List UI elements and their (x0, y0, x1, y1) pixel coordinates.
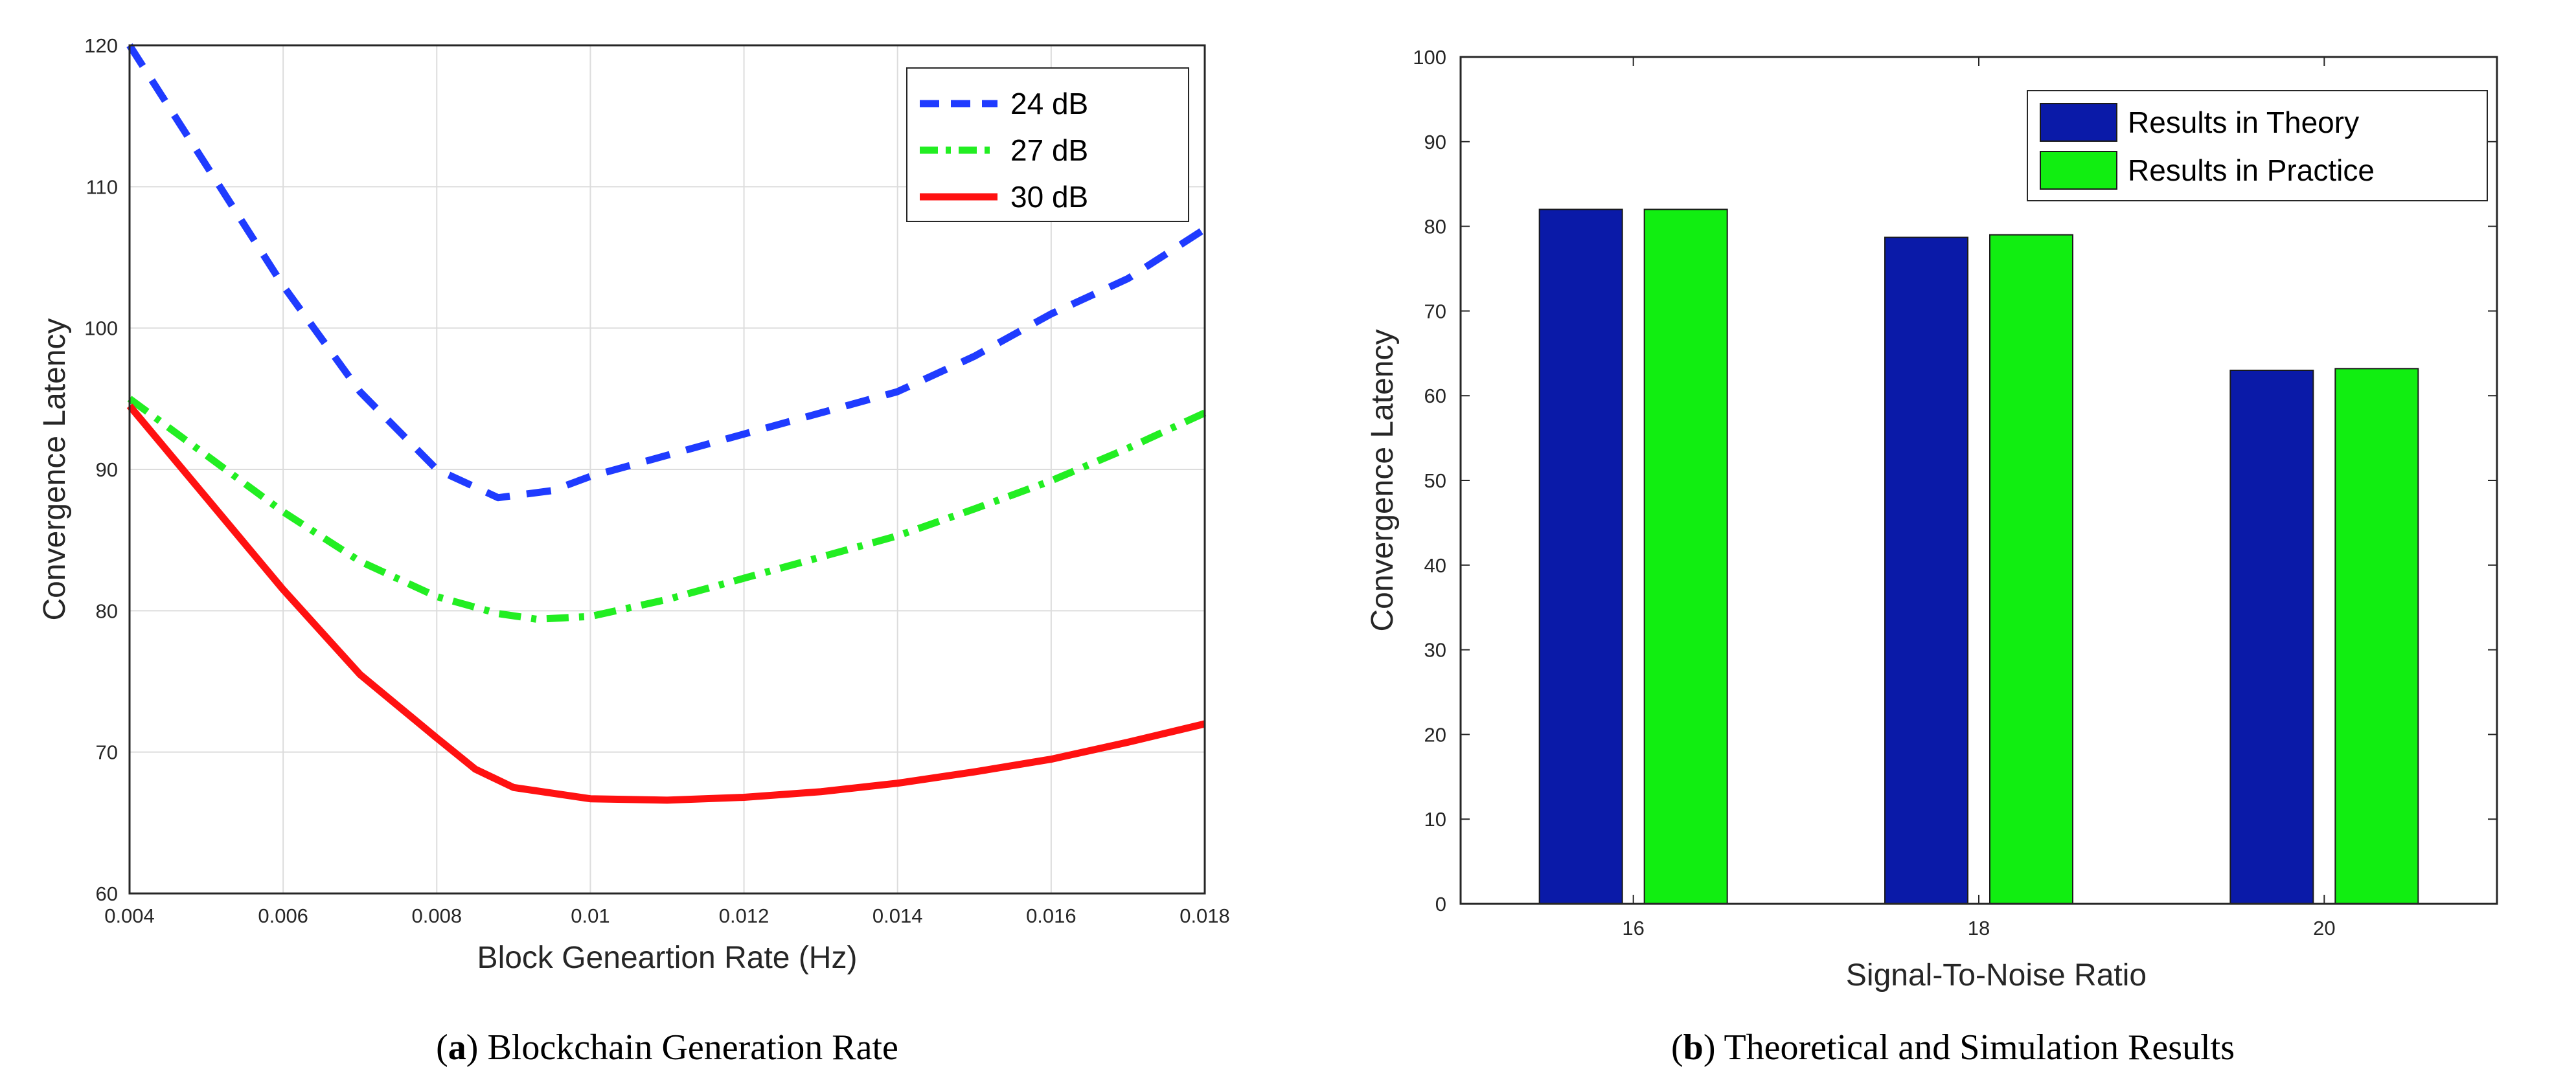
line-chart-legend: 24 dB 27 dB 30 dB (906, 67, 1189, 222)
bar-chart-legend-entries: Results in Theory Results in Practice (2040, 103, 2375, 190)
y-tick-label: 20 (1424, 723, 1446, 746)
line-chart-series-group (126, 43, 1207, 804)
x-tick-label: 20 (2313, 917, 2335, 939)
bar-chart-x-ticks: 16 18 20 (1622, 57, 2336, 939)
caption-b: (b) Theoretical and Simulation Results (1671, 1027, 2235, 1068)
y-tick-label: 0 (1435, 893, 1446, 915)
y-tick-label: 50 (1424, 469, 1446, 492)
line-chart-axes-box (128, 44, 1206, 895)
line-chart-panel: 0.004 0.006 0.008 0.01 0.012 0.014 0.016 0.018 … (38, 34, 1230, 975)
x-tick-label: 0.008 (411, 904, 462, 927)
bar-chart-panel: 16 18 20 0 10 20 30 40 50 60 70 80 90 100 Signal-To-… (1365, 46, 2498, 993)
caption-b-text: Theoretical and Simulation Results (1715, 1027, 2235, 1068)
x-tick-label: 0.012 (719, 904, 769, 927)
caption-a-letter: a (448, 1027, 466, 1068)
bar-theory (2229, 369, 2314, 904)
line-series-1 (126, 43, 1207, 502)
legend-label: 27 dB (1010, 133, 1088, 167)
y-tick-label: 70 (96, 741, 118, 764)
y-tick-label: 10 (1424, 808, 1446, 831)
y-tick-label: 110 (86, 175, 118, 198)
legend-label: 30 dB (1010, 180, 1088, 214)
bar-theory (1884, 236, 1968, 904)
x-tick-label: 0.004 (104, 904, 155, 927)
line-chart-x-axis-label: Block Genearti​on Rate (Hz) (477, 941, 858, 975)
y-tick-label: 80 (1424, 216, 1446, 238)
y-tick-label: 120 (84, 34, 118, 57)
x-tick-label: 0.018 (1180, 904, 1230, 927)
y-tick-label: 80 (96, 600, 118, 622)
y-tick-label: 60 (1424, 385, 1446, 407)
x-tick-label: 0.016 (1026, 904, 1077, 927)
line-series-3 (126, 403, 1206, 804)
legend-color-swatch (2040, 151, 2117, 190)
y-tick-label: 60 (96, 882, 118, 905)
bar-practice (1643, 208, 1728, 905)
caption-a-text: Blockchain Generation Rate (478, 1027, 898, 1068)
y-tick-label: 30 (1424, 639, 1446, 662)
legend-color-swatch (2040, 103, 2117, 142)
x-tick-label: 0.006 (258, 904, 308, 927)
line-chart-legend-entries: 24 dB 27 dB 30 dB (920, 87, 1088, 214)
legend-label: 24 dB (1010, 87, 1088, 120)
y-tick-label: 40 (1424, 554, 1446, 577)
legend-label: Results in Practice (2128, 153, 2375, 187)
line-chart-y-axis-label: Convergence Latency (38, 319, 72, 621)
legend-label: Results in Theory (2128, 106, 2359, 139)
x-tick-label: 18 (1968, 917, 1990, 939)
bar-chart-y-ticks: 0 10 20 30 40 50 60 70 80 90 100 (1413, 46, 2497, 915)
line-series-2 (127, 396, 1207, 623)
bar-chart-bars-group (1538, 208, 2419, 905)
caption-a: (a) Blockchain Generation Rate (436, 1027, 898, 1068)
y-tick-label: 100 (84, 317, 118, 340)
y-tick-label: 100 (1413, 46, 1446, 69)
bar-theory (1538, 208, 1623, 905)
y-tick-label: 70 (1424, 300, 1446, 322)
x-tick-label: 16 (1622, 917, 1644, 939)
bar-chart-legend: Results in Theory Results in Practice (2027, 90, 2488, 201)
line-chart-y-ticks: 60 70 80 90 100 110 120 (84, 34, 118, 905)
y-tick-label: 90 (96, 458, 118, 481)
bar-practice (1989, 234, 2073, 904)
line-chart-x-ticks: 0.004 0.006 0.008 0.01 0.012 0.014 0.016 0.018 (104, 904, 1230, 927)
bar-chart-y-axis-label: Convergence Latency (1365, 330, 1400, 632)
bar-practice (2334, 368, 2419, 904)
bar-chart-x-axis-label: Signal-To-Noise Ratio (1846, 958, 2147, 993)
x-tick-label: 0.01 (571, 904, 610, 927)
caption-b-letter: b (1683, 1027, 1704, 1068)
x-tick-label: 0.014 (872, 904, 923, 927)
y-tick-label: 90 (1424, 131, 1446, 153)
